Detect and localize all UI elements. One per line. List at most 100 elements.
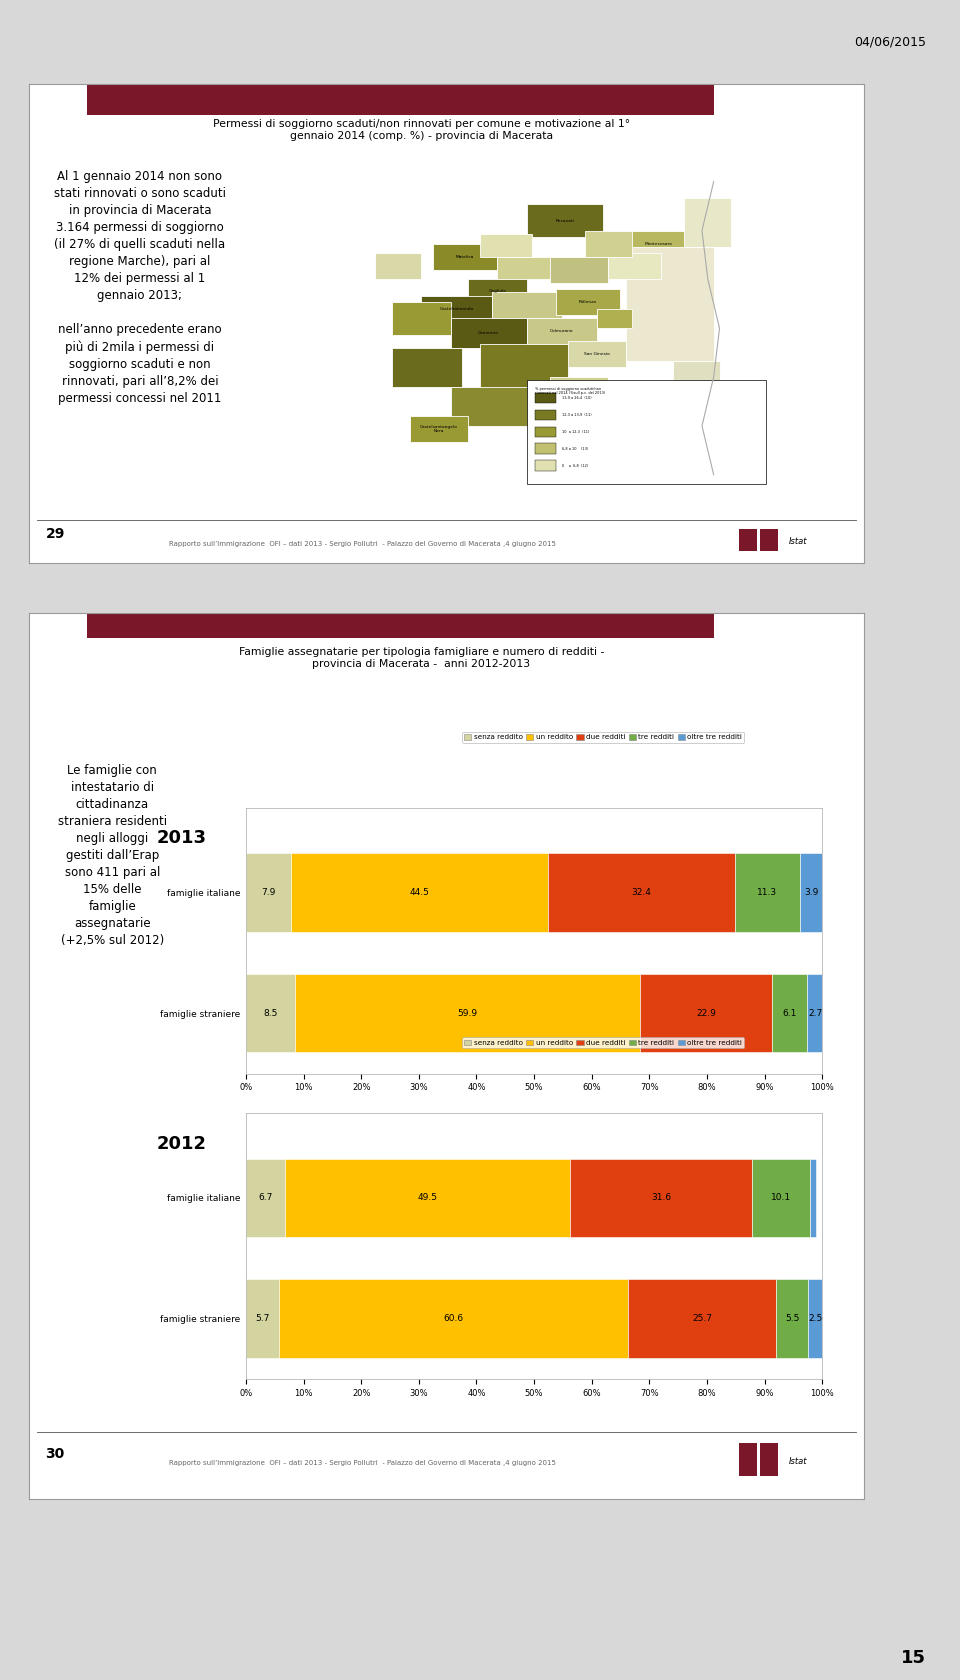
Text: Gagliole: Gagliole — [489, 289, 506, 292]
Bar — [87, 613, 713, 638]
Bar — [585, 230, 632, 257]
Text: 2.5: 2.5 — [808, 1314, 822, 1324]
Bar — [739, 529, 757, 551]
Bar — [609, 254, 661, 279]
Bar — [246, 853, 292, 932]
Bar — [739, 1443, 757, 1477]
Bar — [550, 376, 609, 410]
Bar — [684, 198, 732, 247]
Bar — [548, 853, 734, 932]
Text: 04/06/2015: 04/06/2015 — [854, 35, 926, 49]
Text: Le famiglie con
intestatario di
cittadinanza
straniera residenti
negli alloggi
g: Le famiglie con intestatario di cittadin… — [58, 764, 167, 948]
Bar — [810, 1159, 816, 1236]
Bar — [640, 974, 772, 1052]
Text: Istat: Istat — [789, 1457, 807, 1467]
Text: Castelsantangelo
Nera: Castelsantangelo Nera — [420, 425, 458, 433]
Bar — [752, 1159, 810, 1236]
Text: 2.7: 2.7 — [808, 1008, 822, 1018]
Text: 7.9: 7.9 — [261, 889, 276, 897]
Bar — [567, 341, 626, 368]
Bar — [800, 853, 822, 932]
Bar — [628, 1280, 776, 1357]
Legend: senza reddito, un reddito, due redditi, tre redditi, oltre tre redditi: senza reddito, un reddito, due redditi, … — [462, 732, 744, 743]
Bar — [556, 289, 620, 316]
Text: 12,3 a 13,9  (11): 12,3 a 13,9 (11) — [562, 413, 591, 417]
Bar — [246, 1280, 278, 1357]
Bar — [450, 319, 527, 348]
Text: Matelica: Matelica — [456, 255, 474, 259]
Text: 2013: 2013 — [156, 830, 206, 847]
Bar — [550, 257, 609, 282]
Bar — [759, 1443, 778, 1477]
Text: Rapporto sull’Immigrazione  OFI – dati 2013 - Sergio Pollutri  - Palazzo del Gov: Rapporto sull’Immigrazione OFI – dati 20… — [170, 1460, 556, 1467]
Bar — [246, 974, 295, 1052]
Bar — [527, 205, 603, 237]
Text: 0    a  6,8  (12): 0 a 6,8 (12) — [562, 464, 588, 467]
Text: Al 1 gennaio 2014 non sono
stati rinnovati o sono scaduti
in provincia di Macera: Al 1 gennaio 2014 non sono stati rinnova… — [54, 170, 226, 405]
Bar — [433, 244, 497, 269]
Bar — [626, 230, 690, 257]
Text: 10  a 12,3  (11): 10 a 12,3 (11) — [562, 430, 589, 433]
Bar — [450, 386, 539, 425]
Text: Recanati: Recanati — [555, 218, 574, 223]
Text: 8.5: 8.5 — [263, 1008, 277, 1018]
Bar — [673, 361, 719, 393]
Text: 29: 29 — [45, 528, 65, 541]
Bar — [295, 974, 640, 1052]
Text: Castelraimondo: Castelraimondo — [440, 307, 473, 311]
Bar — [570, 1159, 752, 1236]
Text: 32.4: 32.4 — [632, 889, 651, 897]
Bar — [772, 974, 807, 1052]
Bar — [374, 254, 421, 279]
Bar — [392, 302, 450, 334]
Text: 22.9: 22.9 — [696, 1008, 716, 1018]
Text: 44.5: 44.5 — [410, 889, 430, 897]
Text: 6.7: 6.7 — [258, 1193, 273, 1203]
Text: 15: 15 — [901, 1648, 926, 1667]
Text: Famiglie assegnatarie per tipologia famigliare e numero di redditi -
provincia d: Famiglie assegnatarie per tipologia fami… — [239, 647, 604, 669]
Text: 3.9: 3.9 — [804, 889, 818, 897]
Text: Pollenza: Pollenza — [579, 301, 597, 304]
Bar — [87, 84, 713, 114]
Text: Rapporto sull’Immigrazione  OFI – dati 2013 - Sergio Pollutri  - Palazzo del Gov: Rapporto sull’Immigrazione OFI – dati 20… — [170, 541, 556, 546]
Text: Colmurano: Colmurano — [550, 329, 573, 333]
Bar — [421, 296, 492, 321]
Text: Montecosaro: Montecosaro — [644, 242, 672, 245]
Text: 25.7: 25.7 — [692, 1314, 712, 1324]
Text: 10.1: 10.1 — [771, 1193, 791, 1203]
Bar — [776, 1280, 807, 1357]
Bar — [292, 853, 548, 932]
Text: 6.1: 6.1 — [782, 1008, 797, 1018]
Bar — [597, 309, 632, 328]
Bar — [527, 319, 597, 344]
Text: San Ginesio: San Ginesio — [584, 353, 610, 356]
Bar — [536, 410, 556, 420]
Bar — [626, 247, 713, 361]
Bar — [734, 853, 800, 932]
Bar — [284, 1159, 570, 1236]
Text: Permessi di soggiorno scaduti/non rinnovati per comune e motivazione al 1°
genna: Permessi di soggiorno scaduti/non rinnov… — [213, 119, 630, 141]
Bar — [410, 417, 468, 442]
Bar — [278, 1280, 628, 1357]
Bar — [536, 427, 556, 437]
Text: 6,8 a 10    (13): 6,8 a 10 (13) — [562, 447, 588, 450]
Bar — [807, 1280, 822, 1357]
Bar — [392, 348, 463, 386]
Bar — [497, 257, 556, 279]
Text: % permessi di soggiorno scaduti/non
rinnovati nel 2014 (%sull p.c. del 2013): % permessi di soggiorno scaduti/non rinn… — [536, 386, 606, 395]
Text: 31.6: 31.6 — [651, 1193, 671, 1203]
Bar — [468, 279, 527, 302]
Bar — [480, 344, 567, 393]
Text: 11.3: 11.3 — [757, 889, 778, 897]
Text: 2012: 2012 — [156, 1134, 206, 1152]
Text: 60.6: 60.6 — [444, 1314, 464, 1324]
Text: Camerino: Camerino — [478, 331, 499, 334]
Bar — [527, 380, 766, 484]
Text: 59.9: 59.9 — [458, 1008, 477, 1018]
Text: 5.5: 5.5 — [784, 1314, 799, 1324]
Text: 49.5: 49.5 — [418, 1193, 437, 1203]
Bar — [246, 1159, 284, 1236]
Bar — [536, 393, 556, 403]
Text: 13,9 a 26,4  (10): 13,9 a 26,4 (10) — [562, 396, 591, 400]
Bar — [807, 974, 823, 1052]
